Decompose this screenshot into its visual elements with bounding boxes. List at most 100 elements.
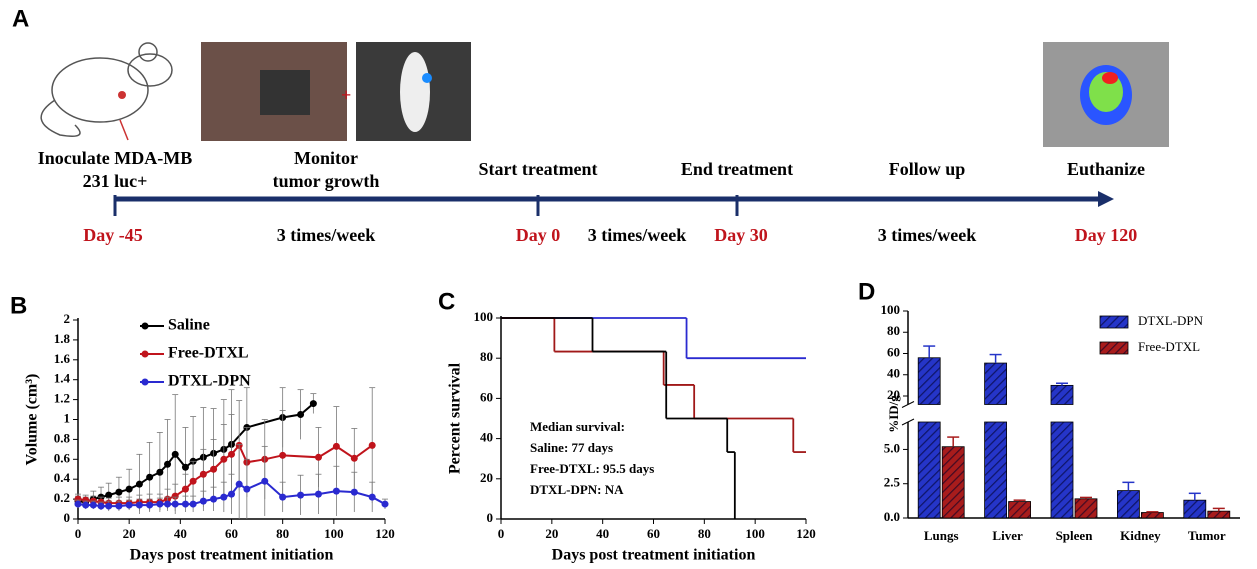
point xyxy=(279,451,287,459)
x-axis-label: Days post treatment initiation xyxy=(552,547,756,564)
day-label: Day 120 xyxy=(1075,225,1138,245)
x-tick-label: 80 xyxy=(276,526,289,541)
bar xyxy=(1008,501,1031,519)
point xyxy=(189,477,197,485)
y-tick-label: 80 xyxy=(480,349,493,364)
bar xyxy=(1207,510,1231,519)
x-tick-label: 0 xyxy=(75,526,82,541)
bar xyxy=(984,362,1007,405)
y-tick-label: 5.0 xyxy=(884,440,900,455)
panel-label: B xyxy=(10,292,27,319)
x-tick-label: 20 xyxy=(545,526,558,541)
legend-marker xyxy=(141,350,149,358)
point xyxy=(220,455,228,463)
series-line xyxy=(77,480,386,508)
point xyxy=(89,501,97,509)
bar xyxy=(1141,512,1164,519)
point xyxy=(210,465,218,473)
mouse-sketch xyxy=(40,42,173,141)
bar xyxy=(917,421,941,519)
bar xyxy=(1050,421,1074,519)
step-label: Euthanize xyxy=(1067,159,1145,179)
point xyxy=(261,477,269,485)
y-tick-label: 100 xyxy=(881,302,901,317)
panel-label: D xyxy=(858,278,875,305)
point xyxy=(309,400,317,408)
point xyxy=(135,480,143,488)
y-tick-label: 0.8 xyxy=(54,430,71,445)
y-tick-label: 0 xyxy=(487,510,494,525)
point xyxy=(181,500,189,508)
x-tick-label: 40 xyxy=(174,526,187,541)
day-label: Day -45 xyxy=(83,225,143,245)
point xyxy=(146,473,154,481)
bar xyxy=(984,421,1007,519)
y-tick-label: 1.6 xyxy=(54,351,71,366)
arrow-head xyxy=(1098,191,1114,207)
step-label: Start treatment xyxy=(478,159,597,179)
x-tick-label: 80 xyxy=(698,526,711,541)
x-tick-label: 0 xyxy=(498,526,505,541)
frequency-label: 3 times/week xyxy=(878,225,976,245)
y-tick-label: 40 xyxy=(887,366,900,381)
y-tick-label: 80 xyxy=(887,323,900,338)
legend-swatch xyxy=(1099,315,1129,329)
point xyxy=(350,488,358,496)
axis-break xyxy=(901,401,915,408)
y-axis-label: Volume (cm³) xyxy=(24,374,41,466)
y-tick-label: 20 xyxy=(480,470,493,485)
bar xyxy=(1183,499,1207,519)
y-tick-label: 1.8 xyxy=(54,331,71,346)
y-tick-label: 1 xyxy=(64,410,71,425)
legend-label: DTXL-DPN xyxy=(1138,313,1204,328)
point xyxy=(171,450,179,458)
point xyxy=(381,500,389,508)
bar xyxy=(917,357,941,405)
y-tick-label: 1.2 xyxy=(54,391,70,406)
point xyxy=(243,485,251,493)
point xyxy=(199,470,207,478)
point xyxy=(115,488,123,496)
point xyxy=(228,490,235,498)
point xyxy=(189,500,197,508)
point xyxy=(297,491,305,499)
annotation: Median survival: xyxy=(530,419,625,434)
x-tick-label: 60 xyxy=(225,526,238,541)
bar xyxy=(1117,490,1140,519)
point xyxy=(105,491,113,499)
point xyxy=(368,441,376,449)
annotation: Free-DTXL: 95.5 days xyxy=(530,461,654,476)
point xyxy=(105,502,113,510)
point xyxy=(74,500,82,508)
bar xyxy=(1050,384,1074,405)
point xyxy=(164,500,172,508)
point xyxy=(368,493,376,501)
y-tick-label: 0.2 xyxy=(54,490,70,505)
caliper xyxy=(260,70,310,115)
annotation: Saline: 77 days xyxy=(530,440,613,455)
series-line xyxy=(77,402,315,504)
point xyxy=(181,485,189,493)
x-tick-label: 100 xyxy=(745,526,765,541)
x-tick-label: Lungs xyxy=(924,528,959,543)
frequency-label: 3 times/week xyxy=(588,225,686,245)
step-label: End treatment xyxy=(681,159,793,179)
x-tick-label: 60 xyxy=(647,526,660,541)
x-tick-label: Tumor xyxy=(1188,528,1226,543)
y-tick-label: 0.4 xyxy=(54,470,71,485)
step-label: Inoculate MDA-MB xyxy=(38,148,192,168)
point xyxy=(332,442,340,450)
point xyxy=(74,495,82,503)
step-label: tumor growth xyxy=(273,171,380,191)
step-label: 231 luc+ xyxy=(83,171,148,191)
step-label: Monitor xyxy=(294,148,358,168)
y-tick-label: 100 xyxy=(474,309,494,324)
signal-spot xyxy=(422,73,432,83)
point xyxy=(332,487,340,495)
point xyxy=(181,463,189,471)
step-label: Follow up xyxy=(889,159,966,179)
bar xyxy=(1074,498,1098,519)
x-tick-label: Kidney xyxy=(1120,528,1161,543)
y-tick-label: 0.6 xyxy=(54,450,71,465)
